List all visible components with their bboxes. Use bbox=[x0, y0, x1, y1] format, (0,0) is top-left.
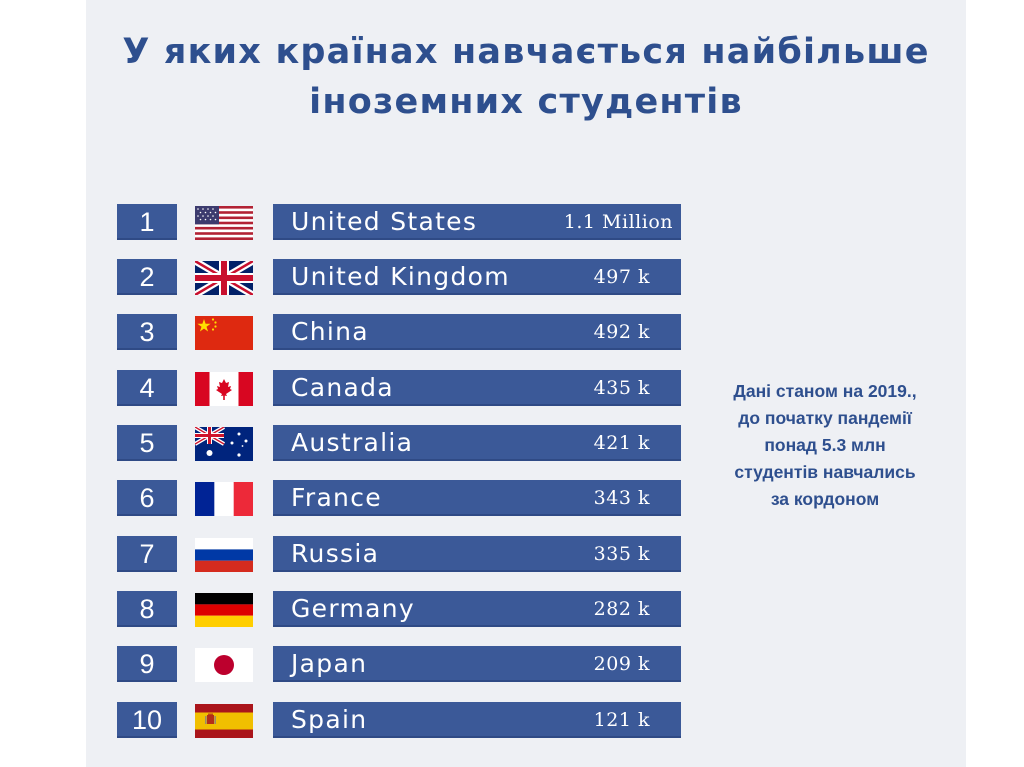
country-name: United Kingdom bbox=[291, 262, 510, 291]
rank-number: 9 bbox=[117, 646, 177, 682]
canada-flag-icon bbox=[195, 372, 253, 406]
rank-number: 4 bbox=[117, 370, 177, 406]
country-name: Russia bbox=[291, 539, 380, 568]
rank-number: 5 bbox=[117, 425, 177, 461]
student-count: 335 k bbox=[593, 543, 650, 565]
student-count: 497 k bbox=[593, 266, 650, 288]
country-name: Germany bbox=[291, 594, 416, 623]
ranking-row: 1 United States 1.1 Million bbox=[0, 204, 1024, 240]
student-count: 209 k bbox=[593, 653, 650, 675]
country-name: France bbox=[291, 483, 382, 512]
ranking-row: 10 Spain 121 k bbox=[0, 702, 1024, 738]
student-count: 421 k bbox=[593, 432, 650, 454]
ranking-row: 8 Germany 282 k bbox=[0, 591, 1024, 627]
country-bar: United Kingdom 497 k bbox=[273, 259, 681, 295]
uk-flag-icon bbox=[195, 261, 253, 295]
country-bar: Australia 421 k bbox=[273, 425, 681, 461]
student-count: 435 k bbox=[593, 377, 650, 399]
side-note-line: до початку пандемії bbox=[738, 408, 912, 428]
china-flag-icon bbox=[195, 316, 253, 350]
rank-number: 10 bbox=[117, 702, 177, 738]
country-bar: Spain 121 k bbox=[273, 702, 681, 738]
country-bar: China 492 k bbox=[273, 314, 681, 350]
ranking-row: 5 Australia 421 k bbox=[0, 425, 1024, 461]
australia-flag-icon bbox=[195, 427, 253, 461]
country-bar: Canada 435 k bbox=[273, 370, 681, 406]
student-count: 492 k bbox=[593, 321, 650, 343]
ranking-row: 9 Japan 209 k bbox=[0, 646, 1024, 682]
side-note-line: студентів навчались bbox=[734, 462, 916, 482]
country-bar: Russia 335 k bbox=[273, 536, 681, 572]
rank-number: 2 bbox=[117, 259, 177, 295]
student-count: 343 k bbox=[593, 487, 650, 509]
side-note-line: понад 5.3 млн bbox=[764, 435, 886, 455]
ranking-row: 3 China 492 k bbox=[0, 314, 1024, 350]
japan-flag-icon bbox=[195, 648, 253, 682]
russia-flag-icon bbox=[195, 538, 253, 572]
usa-flag-icon bbox=[195, 206, 253, 240]
rank-number: 1 bbox=[117, 204, 177, 240]
country-name: Canada bbox=[291, 373, 394, 402]
country-bar: Germany 282 k bbox=[273, 591, 681, 627]
country-name: Spain bbox=[291, 705, 368, 734]
page-title-line-2: іноземних студентів bbox=[309, 82, 743, 122]
france-flag-icon bbox=[195, 482, 253, 516]
rank-number: 7 bbox=[117, 536, 177, 572]
student-count: 121 k bbox=[593, 709, 650, 731]
country-name: United States bbox=[291, 207, 478, 236]
side-note: Дані станом на 2019., до початку пандемі… bbox=[690, 378, 960, 513]
rank-number: 8 bbox=[117, 591, 177, 627]
country-name: Japan bbox=[291, 649, 368, 678]
page-title-line-1: У яких країнах навчається найбільше bbox=[122, 32, 930, 72]
ranking-row: 4 Canada 435 k bbox=[0, 370, 1024, 406]
student-count: 1.1 Million bbox=[563, 211, 673, 233]
side-note-line: за кордоном bbox=[770, 489, 880, 509]
country-name: Australia bbox=[291, 428, 414, 457]
rank-number: 3 bbox=[117, 314, 177, 350]
country-name: China bbox=[291, 317, 369, 346]
spain-flag-icon bbox=[195, 704, 253, 738]
side-note-line: Дані станом на 2019., bbox=[733, 381, 917, 401]
country-bar: Japan 209 k bbox=[273, 646, 681, 682]
student-count: 282 k bbox=[593, 598, 650, 620]
country-bar: United States 1.1 Million bbox=[273, 204, 681, 240]
ranking-row: 7 Russia 335 k bbox=[0, 536, 1024, 572]
ranking-row: 2 United Kingdom 497 k bbox=[0, 259, 1024, 295]
country-bar: France 343 k bbox=[273, 480, 681, 516]
rank-number: 6 bbox=[117, 480, 177, 516]
ranking-row: 6 France 343 k bbox=[0, 480, 1024, 516]
germany-flag-icon bbox=[195, 593, 253, 627]
